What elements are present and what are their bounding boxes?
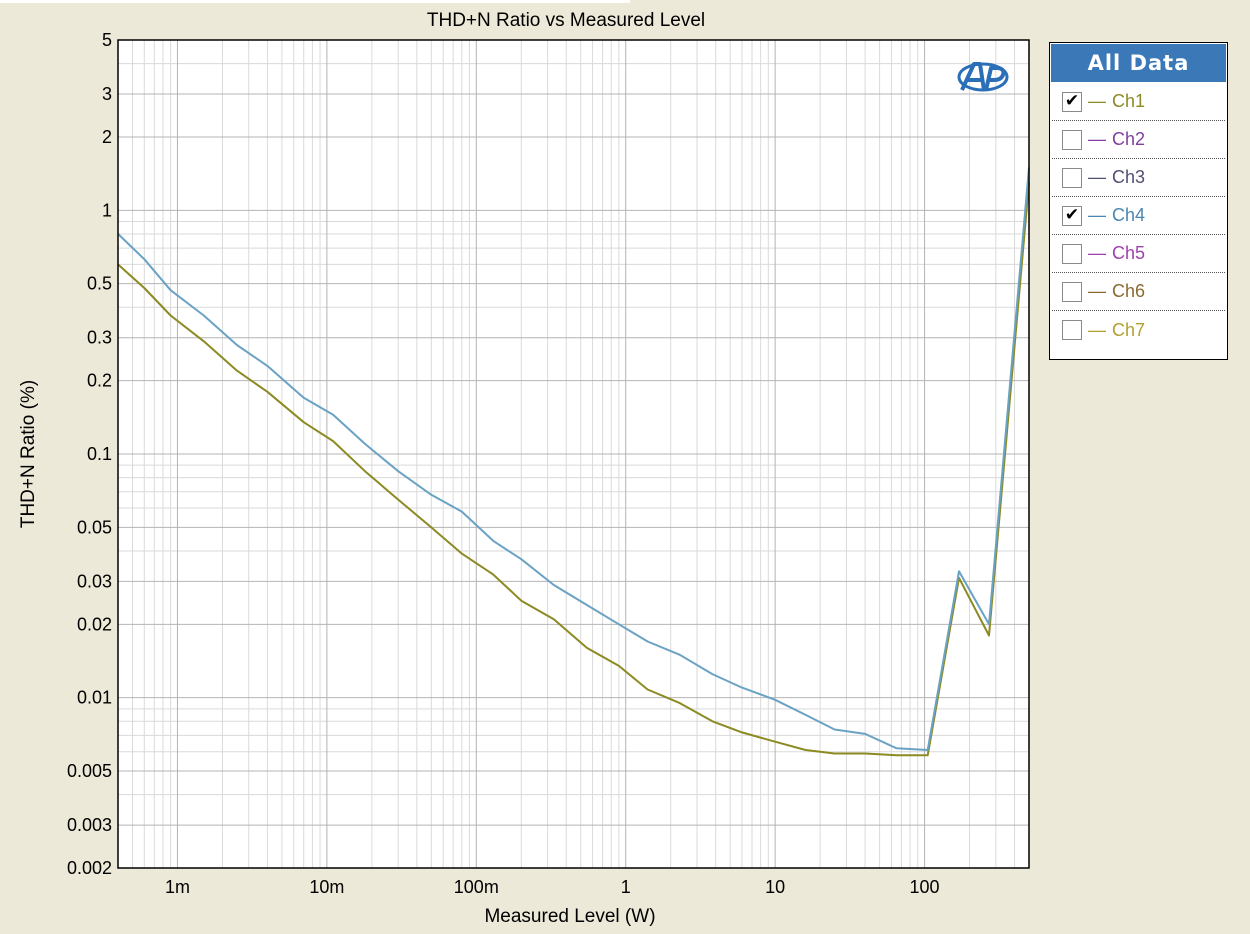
- chart-title: THD+N Ratio vs Measured Level: [427, 10, 705, 31]
- checkbox-unchecked[interactable]: [1062, 281, 1082, 302]
- plot-frame: [117, 39, 1030, 869]
- checkbox-unchecked[interactable]: [1062, 243, 1082, 264]
- ap-logo-icon: [957, 62, 1009, 92]
- legend-line-swatch: —: [1088, 167, 1106, 187]
- y-tick-label: 0.2: [87, 371, 112, 391]
- legend-item-ch3[interactable]: — Ch3: [1052, 159, 1225, 197]
- checkbox-checked[interactable]: ✔: [1062, 205, 1082, 226]
- x-tick-label: 1: [621, 877, 631, 897]
- x-tick-label: 10: [765, 877, 785, 897]
- y-tick-label: 0.005: [67, 761, 112, 781]
- x-tick-label: 1m: [165, 877, 190, 897]
- y-tick-label: 0.02: [77, 614, 112, 634]
- y-tick-labels: 5 3 2 1 0.5 0.3 0.2 0.1 0.05 0.03 0.02 0.01 0.005 0.0…: [67, 30, 112, 878]
- y-tick-label: 2: [102, 127, 112, 147]
- legend-item-ch2[interactable]: — Ch2: [1052, 121, 1225, 159]
- grid-major: [118, 40, 1029, 868]
- legend-line-swatch: —: [1088, 243, 1106, 263]
- legend-item-ch7[interactable]: — Ch7: [1052, 311, 1225, 349]
- x-axis-title: Measured Level (W): [484, 906, 655, 927]
- y-tick-label: 3: [102, 84, 112, 104]
- legend-item-label: Ch6: [1112, 281, 1146, 301]
- x-tick-labels: 1m 10m 100m 1 10 100: [165, 877, 940, 897]
- y-tick-label: 5: [102, 30, 112, 50]
- y-tick-label: 0.1: [87, 444, 112, 464]
- x-tick-label: 10m: [309, 877, 344, 897]
- y-tick-label: 0.5: [87, 274, 112, 294]
- legend-line-swatch: —: [1088, 205, 1106, 225]
- x-tick-label: 100m: [454, 877, 499, 897]
- legend-item-label: Ch5: [1112, 243, 1146, 263]
- legend-header: All Data: [1051, 44, 1226, 82]
- legend-item-ch6[interactable]: — Ch6: [1052, 273, 1225, 311]
- checkbox-unchecked[interactable]: [1062, 129, 1082, 150]
- y-tick-label: 0.05: [77, 517, 112, 537]
- legend-line-swatch: —: [1088, 281, 1106, 301]
- legend-line-swatch: —: [1088, 91, 1106, 111]
- y-axis-title: THD+N Ratio (%): [18, 380, 39, 528]
- checkbox-checked[interactable]: ✔: [1062, 91, 1082, 112]
- series-line-ch4: [117, 167, 1030, 751]
- legend-item-label: Ch1: [1112, 91, 1146, 111]
- y-tick-label: 0.002: [67, 858, 112, 878]
- checkbox-unchecked[interactable]: [1062, 167, 1082, 188]
- legend-line-swatch: —: [1088, 129, 1106, 149]
- series-layer: [117, 167, 1030, 757]
- x-tick-label: 100: [910, 877, 940, 897]
- series-line-ch1: [117, 182, 1030, 757]
- legend-item-label: Ch7: [1112, 319, 1146, 340]
- y-tick-label: 0.3: [87, 328, 112, 348]
- legend-item-ch5[interactable]: — Ch5: [1052, 235, 1225, 273]
- top-strip: [0, 0, 630, 3]
- checkbox-unchecked[interactable]: [1062, 320, 1082, 340]
- legend-panel: All Data ✔ — Ch1 — Ch2 — Ch3 ✔ — Ch4 — Ch5 — Ch6 — Ch7: [1049, 42, 1228, 360]
- legend-item-ch4[interactable]: ✔ — Ch4: [1052, 197, 1225, 235]
- y-tick-label: 1: [102, 200, 112, 220]
- y-tick-label: 0.03: [77, 571, 112, 591]
- y-tick-label: 0.01: [77, 688, 112, 708]
- legend-line-swatch: —: [1088, 319, 1106, 340]
- y-tick-label: 0.003: [67, 815, 112, 835]
- legend-item-label: Ch3: [1112, 167, 1146, 187]
- legend-item-label: Ch2: [1112, 129, 1146, 149]
- legend-item-ch1[interactable]: ✔ — Ch1: [1052, 83, 1225, 121]
- legend-item-label: Ch4: [1112, 205, 1146, 225]
